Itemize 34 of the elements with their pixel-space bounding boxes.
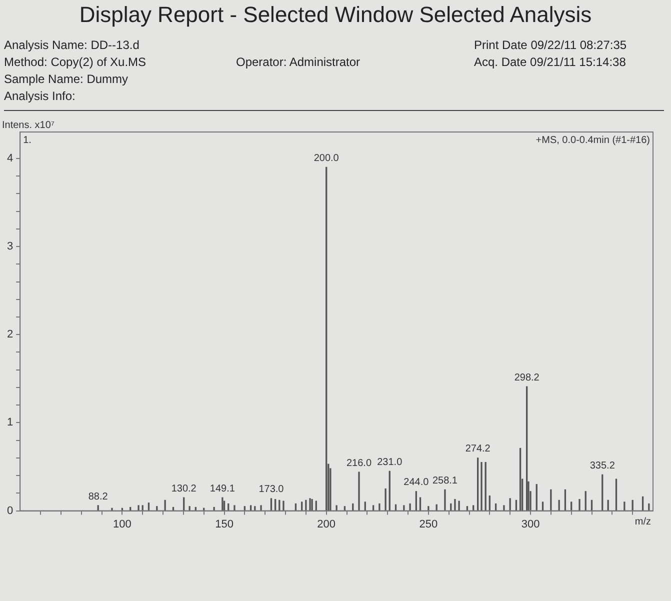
annotation: 244.0	[404, 477, 430, 488]
annotation: 298.2	[514, 372, 540, 384]
text: Acq. Date 09/21/11 15:14:38	[474, 55, 626, 69]
annotation: 335.2	[590, 460, 616, 472]
annotation: 200.0	[314, 152, 340, 164]
y-tick-label: 0	[6, 504, 14, 517]
y-axis-title: Intens. x10⁷	[2, 120, 55, 131]
x-tick-label: 250	[419, 518, 438, 530]
annotation: 88.2	[88, 491, 108, 502]
annotation: 231.0	[377, 456, 403, 468]
text: Method: Copy(2) of Xu.MS	[4, 55, 146, 69]
annotation: 149.1	[210, 483, 236, 494]
annotation: 173.0	[258, 484, 284, 496]
x-axis-title: m/z	[634, 516, 651, 528]
y-tick-label: 2	[6, 328, 14, 341]
text: Sample Name: Dummy	[4, 72, 128, 86]
chart-title: Display Report - Selected Window Selected Analysis	[78, 2, 593, 28]
annotation: 1.	[23, 134, 32, 146]
annotation: 258.1	[432, 475, 458, 486]
text: Operator: Administrator	[236, 55, 360, 69]
text: Analysis Info:	[4, 89, 76, 103]
x-tick-label: 300	[521, 518, 540, 530]
annotation: 274.2	[465, 444, 491, 455]
y-tick-label: 4	[6, 152, 14, 164]
y-tick-label: 3	[6, 240, 14, 253]
x-tick-label: 150	[215, 518, 234, 530]
annotation: 216.0	[346, 458, 372, 469]
text: Print Date 09/22/11 08:27:35	[474, 38, 627, 52]
annotation: +MS, 0.0-0.4min (#1-#16)	[536, 134, 650, 146]
text: Analysis Name: DD--13.d	[4, 38, 140, 52]
annotation: 130.2	[171, 483, 197, 494]
x-tick-label: 100	[113, 518, 132, 530]
y-tick-label: 1	[6, 416, 14, 429]
x-tick-label: 200	[317, 518, 336, 530]
